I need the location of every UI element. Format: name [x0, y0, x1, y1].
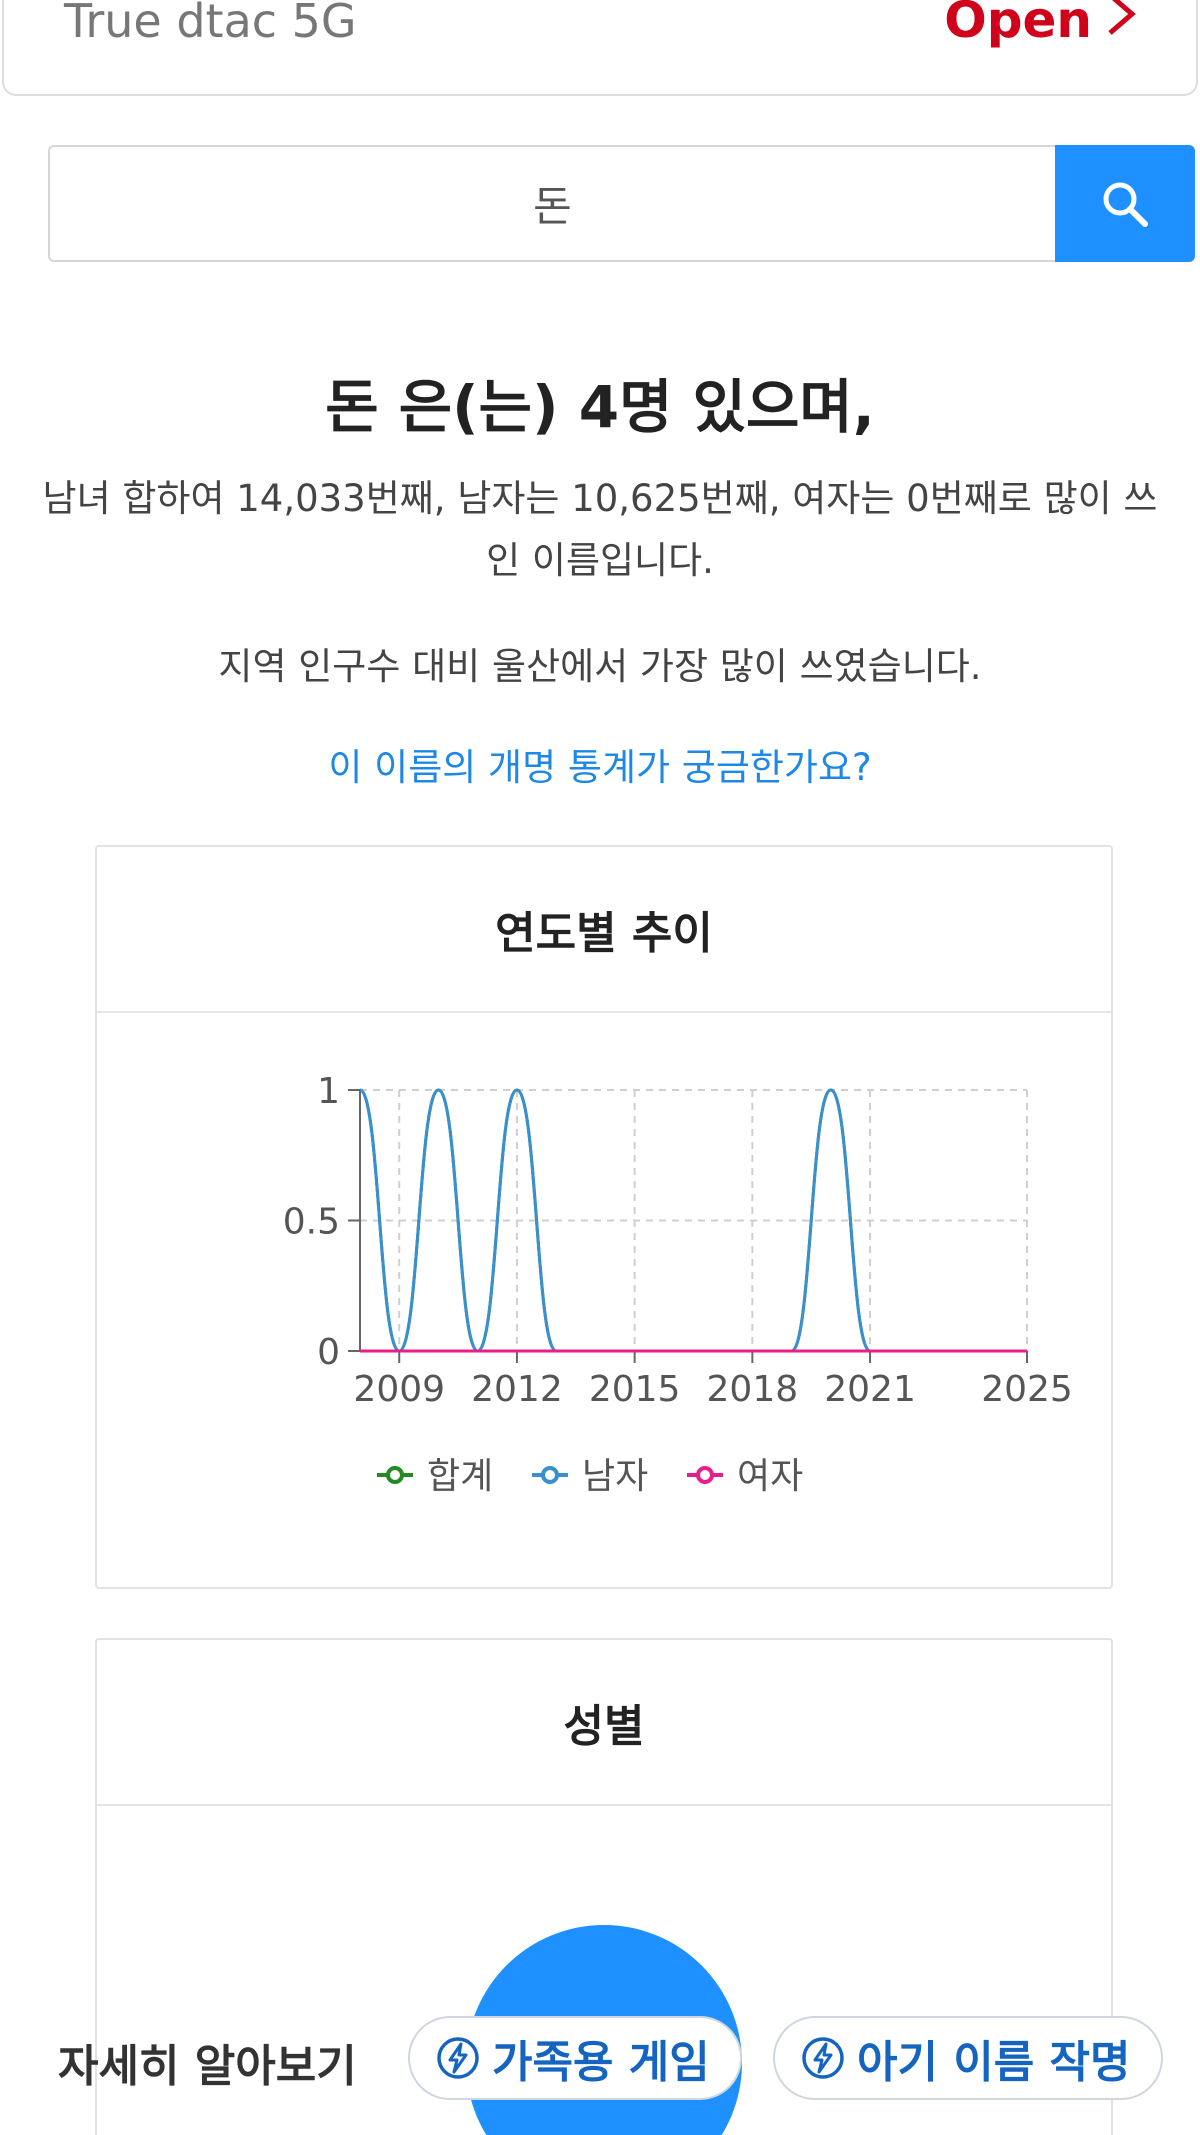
page-title: 돈 은(는) 4명 있으며, — [325, 373, 875, 441]
y-tick-label: 0.5 — [283, 1202, 340, 1243]
rank-summary: 남녀 합하여 14,033번째, 남자는 10,625번째, 여자는 0번째로 … — [42, 477, 1158, 582]
legend-marker — [696, 1466, 714, 1484]
y-tick-label: 1 — [317, 1071, 340, 1112]
ad-title: True dtac 5G — [64, 0, 357, 48]
legend-marker — [541, 1466, 559, 1484]
rename-stats-link[interactable]: 이 이름의 개명 통계가 궁금한가요? — [328, 746, 872, 789]
chevron-right-icon — [1106, 0, 1136, 50]
family-game-button[interactable]: 가족용 게임 — [408, 2016, 742, 2100]
family-game-label: 가족용 게임 — [492, 2037, 710, 2088]
x-tick-label: 2018 — [707, 1369, 799, 1410]
trend-card-title: 연도별 추이 — [97, 847, 1111, 1013]
ad-open-button[interactable]: Open — [944, 0, 1136, 50]
bottom-bar: 자세히 알아보기 가족용 게임 아기 이름 작명 — [0, 1925, 1200, 2135]
x-tick-label: 2012 — [471, 1369, 563, 1410]
search-bar — [48, 145, 1195, 262]
x-tick-label: 2021 — [824, 1369, 916, 1410]
legend-marker — [386, 1466, 404, 1484]
x-tick-label: 2015 — [589, 1369, 681, 1410]
x-tick-label: 2025 — [981, 1369, 1073, 1410]
series-line — [359, 1088, 1027, 1353]
y-tick-label: 0 — [317, 1332, 340, 1373]
legend-label: 여자 — [737, 1456, 803, 1497]
ad-banner[interactable]: True dtac 5G Open — [2, 0, 1198, 96]
series-line — [359, 1088, 1027, 1353]
trend-card: 연도별 추이 0 0.5 1 2009 2012 2015 2018 2021 2025 합계 남자… — [95, 845, 1113, 1589]
lightning-icon — [802, 2037, 844, 2079]
ad-open-label: Open — [944, 0, 1092, 49]
legend-label: 남자 — [582, 1456, 648, 1497]
baby-name-button[interactable]: 아기 이름 작명 — [773, 2016, 1163, 2100]
legend-label: 합계 — [427, 1456, 493, 1497]
lightning-icon — [437, 2037, 479, 2079]
learn-more-label[interactable]: 자세히 알아보기 — [58, 2041, 357, 2092]
region-text: 지역 인구수 대비 울산에서 가장 많이 쓰였습니다. — [218, 645, 982, 688]
gender-card-title: 성별 — [97, 1640, 1111, 1806]
search-icon — [1103, 182, 1148, 227]
x-tick-label: 2009 — [353, 1369, 445, 1410]
search-input[interactable] — [48, 145, 1055, 262]
search-button[interactable] — [1055, 145, 1195, 262]
trend-chart: 0 0.5 1 2009 2012 2015 2018 2021 2025 합계 남자 여자 — [283, 1071, 1073, 1497]
baby-name-label: 아기 이름 작명 — [857, 2037, 1131, 2088]
